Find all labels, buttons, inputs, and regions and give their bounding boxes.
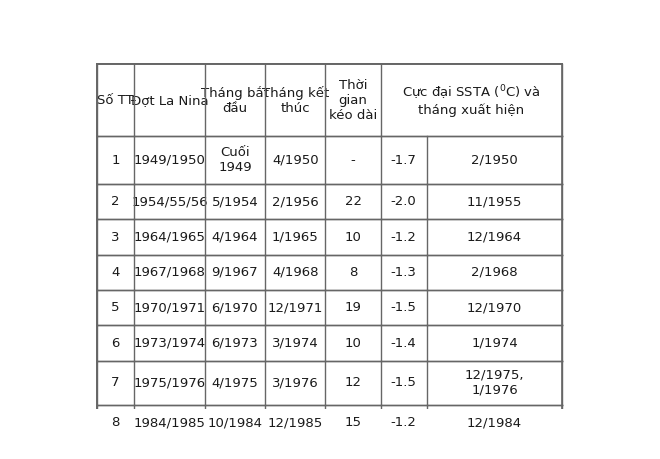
Text: -1.7: -1.7 xyxy=(391,154,416,167)
Text: 15: 15 xyxy=(345,416,362,429)
Text: 3/1974: 3/1974 xyxy=(272,336,319,350)
Text: Cuối
1949: Cuối 1949 xyxy=(218,146,251,174)
Text: 1970/1971: 1970/1971 xyxy=(133,301,205,314)
Text: Thời
gian
kéo dài: Thời gian kéo dài xyxy=(329,78,378,122)
Bar xyxy=(97,219,562,255)
Text: -1.2: -1.2 xyxy=(391,416,416,429)
Text: 12/1984: 12/1984 xyxy=(467,416,522,429)
Text: 12/1985: 12/1985 xyxy=(268,416,323,429)
Bar xyxy=(97,290,562,325)
Text: 4/1968: 4/1968 xyxy=(272,266,319,279)
Text: 12/1971: 12/1971 xyxy=(267,301,323,314)
Bar xyxy=(97,405,562,440)
Text: 3/1976: 3/1976 xyxy=(272,376,319,389)
Text: 4/1950: 4/1950 xyxy=(272,154,319,167)
Text: 3: 3 xyxy=(112,230,119,244)
Text: 4: 4 xyxy=(112,266,119,279)
Text: -1.2: -1.2 xyxy=(391,230,416,244)
Text: 8: 8 xyxy=(112,416,119,429)
Text: -1.5: -1.5 xyxy=(391,301,416,314)
Text: 10/1984: 10/1984 xyxy=(207,416,263,429)
Text: 2/1950: 2/1950 xyxy=(471,154,518,167)
Text: 5: 5 xyxy=(112,301,119,314)
Text: Cực đại SSTA ($^{0}$C) và
tháng xuất hiện: Cực đại SSTA ($^{0}$C) và tháng xuất hiệ… xyxy=(402,83,541,117)
Text: 8: 8 xyxy=(349,266,357,279)
Text: 1/1965: 1/1965 xyxy=(272,230,319,244)
Text: 22: 22 xyxy=(345,195,362,208)
Text: 6/1970: 6/1970 xyxy=(212,301,258,314)
Text: 11/1955: 11/1955 xyxy=(467,195,522,208)
Text: 10: 10 xyxy=(345,336,362,350)
Text: 2: 2 xyxy=(112,195,119,208)
Bar xyxy=(97,255,562,290)
Bar xyxy=(325,64,381,136)
Text: 7: 7 xyxy=(112,376,119,389)
Text: 1973/1974: 1973/1974 xyxy=(133,336,205,350)
Text: 9/1967: 9/1967 xyxy=(212,266,258,279)
Text: -1.4: -1.4 xyxy=(391,336,416,350)
Text: 6/1973: 6/1973 xyxy=(212,336,258,350)
Text: 12/1964: 12/1964 xyxy=(467,230,522,244)
Text: Đợt La Nina: Đợt La Nina xyxy=(131,94,209,106)
Text: 6: 6 xyxy=(112,336,119,350)
Text: 1/1974: 1/1974 xyxy=(471,336,518,350)
Bar xyxy=(97,361,562,405)
Text: 12: 12 xyxy=(345,376,362,389)
Text: Tháng kết
thúc: Tháng kết thúc xyxy=(261,86,329,115)
Bar xyxy=(265,64,325,136)
Text: 1984/1985: 1984/1985 xyxy=(133,416,205,429)
Text: 4/1964: 4/1964 xyxy=(212,230,258,244)
Text: 2/1956: 2/1956 xyxy=(272,195,319,208)
Text: 2/1968: 2/1968 xyxy=(471,266,518,279)
Text: -2.0: -2.0 xyxy=(391,195,416,208)
Text: 1975/1976: 1975/1976 xyxy=(133,376,205,389)
Text: 12/1975,
1/1976: 12/1975, 1/1976 xyxy=(465,369,524,397)
Text: 1: 1 xyxy=(112,154,119,167)
Text: 1967/1968: 1967/1968 xyxy=(133,266,205,279)
Bar xyxy=(97,64,134,136)
Bar xyxy=(134,64,205,136)
Text: 12/1970: 12/1970 xyxy=(467,301,522,314)
Text: -1.5: -1.5 xyxy=(391,376,416,389)
Bar xyxy=(97,325,562,361)
Bar xyxy=(97,184,562,219)
Text: 1954/55/56: 1954/55/56 xyxy=(131,195,208,208)
Text: 5/1954: 5/1954 xyxy=(212,195,258,208)
Text: 4/1975: 4/1975 xyxy=(212,376,258,389)
Text: -: - xyxy=(350,154,356,167)
Bar xyxy=(205,64,265,136)
Text: 1964/1965: 1964/1965 xyxy=(133,230,205,244)
Text: 19: 19 xyxy=(345,301,362,314)
Text: Số TT: Số TT xyxy=(97,94,134,106)
Bar xyxy=(97,136,562,184)
Text: 10: 10 xyxy=(345,230,362,244)
Bar xyxy=(381,64,562,136)
Text: -1.3: -1.3 xyxy=(391,266,416,279)
Text: Tháng bắt
đầu: Tháng bắt đầu xyxy=(201,86,269,115)
Text: 1949/1950: 1949/1950 xyxy=(133,154,205,167)
